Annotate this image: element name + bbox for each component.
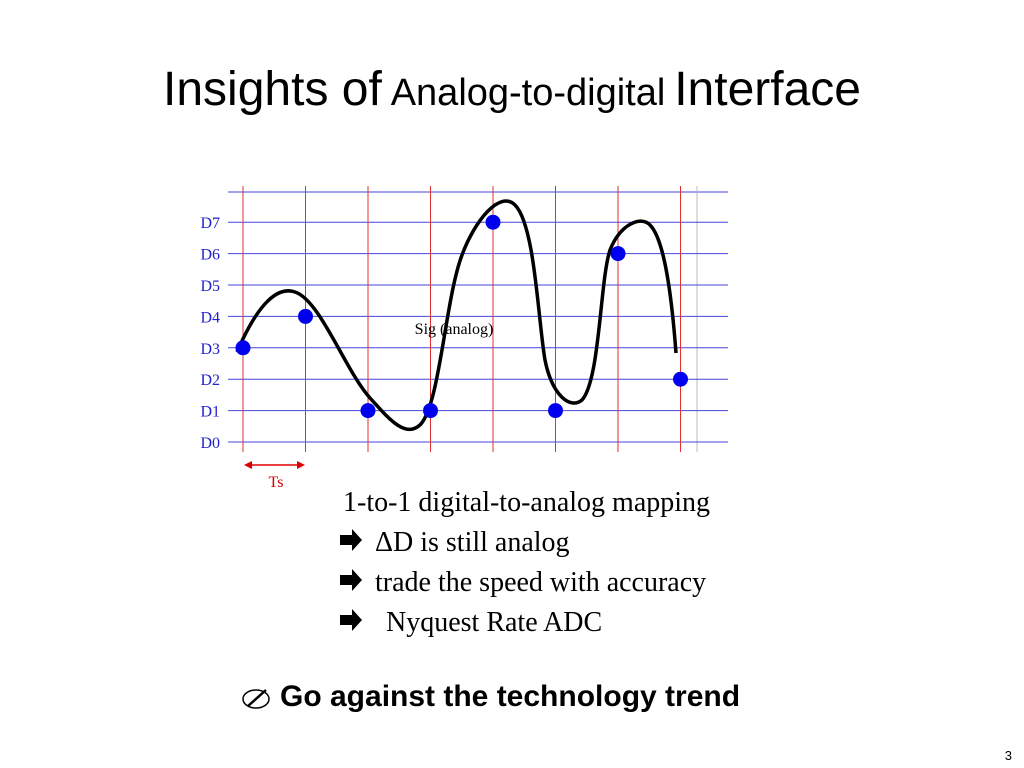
sample-dot — [235, 340, 251, 356]
level-label: D5 — [200, 278, 220, 295]
title-part: Analog-to-digital — [390, 72, 666, 114]
arrow-icon — [340, 569, 362, 591]
signal-label: Sig (analog) — [415, 321, 494, 338]
level-label: D7 — [200, 215, 220, 232]
sample-dot — [610, 246, 626, 262]
sample-dot — [548, 403, 563, 419]
sample-dot — [485, 214, 501, 230]
level-label: D3 — [200, 341, 220, 358]
level-label: D4 — [200, 309, 220, 326]
level-label: D0 — [200, 435, 220, 452]
sample-dot — [360, 403, 376, 419]
title-part: Insights of — [163, 63, 382, 116]
sample-dot — [298, 308, 313, 324]
conclusion: Go against the technology trend — [280, 680, 740, 713]
bullet: trade the speed with accuracy — [375, 567, 706, 598]
level-label: D6 — [200, 247, 220, 264]
page-number: 3 — [1005, 748, 1012, 763]
bullet: 1-to-1 digital-to-analog mapping — [343, 487, 710, 518]
arrow-icon — [340, 609, 362, 631]
title-part: Interface — [674, 63, 861, 116]
bullets: 1-to-1 digital-to-analog mapping ΔD is s… — [340, 487, 710, 638]
bullet: ΔD is still analog — [375, 527, 570, 558]
slide-title: Insights of Analog-to-digital Interface — [0, 62, 1024, 117]
level-label: D2 — [200, 372, 220, 389]
pencil-icon — [242, 689, 270, 709]
level-label: D1 — [200, 404, 220, 421]
analog-signal — [235, 199, 678, 432]
sample-dot — [423, 403, 438, 419]
period-label: Ts — [269, 474, 284, 491]
arrow-icon — [340, 529, 362, 551]
sample-dot — [673, 371, 688, 387]
bullet: Nyquest Rate ADC — [386, 607, 602, 638]
